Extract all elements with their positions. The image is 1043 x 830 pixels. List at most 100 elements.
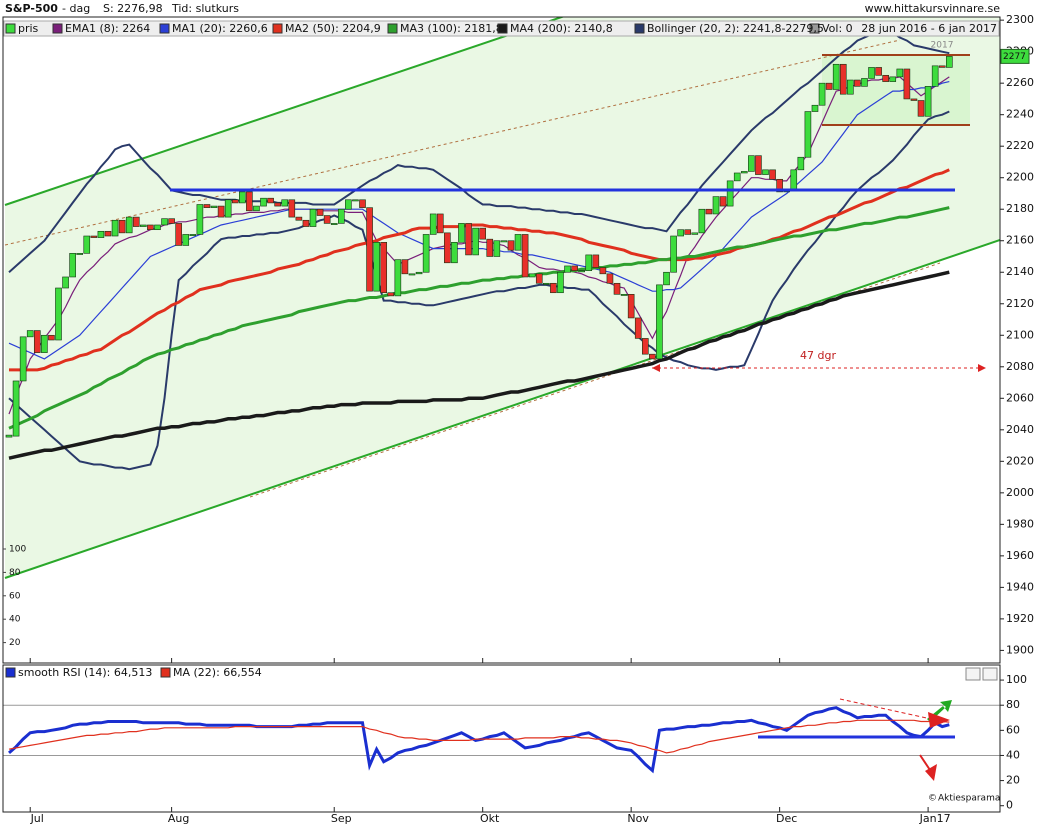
candle bbox=[394, 259, 402, 297]
legend-swatch bbox=[5, 23, 16, 34]
candle bbox=[500, 240, 508, 243]
candle bbox=[620, 294, 628, 296]
candle bbox=[55, 287, 62, 341]
volume-tick-label: 20 bbox=[9, 638, 21, 648]
candle bbox=[726, 180, 734, 207]
legend-label: EMA1 (8): 2264 bbox=[65, 22, 150, 35]
candle bbox=[733, 172, 741, 182]
y-tick-label: 1920 bbox=[1006, 612, 1034, 625]
volume-tick-label: 100 bbox=[9, 545, 26, 555]
candle bbox=[168, 218, 175, 224]
candle bbox=[281, 199, 289, 207]
candle bbox=[295, 216, 303, 221]
candle bbox=[931, 65, 939, 87]
candle bbox=[882, 74, 889, 82]
last-price: S: 2276,98 bbox=[103, 2, 163, 15]
rsi-legend-swatch bbox=[160, 667, 171, 678]
candle bbox=[316, 208, 324, 216]
legend-swatch bbox=[52, 23, 63, 34]
candle bbox=[564, 265, 571, 273]
candle bbox=[267, 197, 274, 204]
candle bbox=[769, 169, 776, 180]
candle bbox=[224, 199, 232, 218]
volume-tick-label: 40 bbox=[9, 615, 21, 625]
legend-label: MA4 (200): 2140,8 bbox=[510, 22, 613, 35]
y-tick-label: 2260 bbox=[1006, 76, 1034, 89]
candle bbox=[387, 292, 395, 297]
volume-legend: Vol: 0 bbox=[822, 22, 853, 35]
candle bbox=[825, 82, 833, 90]
y-tick-label: 1940 bbox=[1006, 580, 1034, 593]
legend-swatch bbox=[634, 23, 645, 34]
candle bbox=[288, 199, 296, 218]
y-tick-label: 2080 bbox=[1006, 360, 1034, 373]
candle bbox=[762, 169, 769, 175]
candle bbox=[705, 208, 713, 215]
y-tick-label: 2300 bbox=[1006, 13, 1034, 26]
y-tick-label: 2180 bbox=[1006, 202, 1034, 215]
chart-subtitle: - dag bbox=[62, 2, 90, 15]
chart-title: S&P-500 bbox=[5, 2, 58, 15]
candle bbox=[896, 68, 904, 78]
candle bbox=[832, 63, 840, 90]
candle bbox=[550, 282, 557, 294]
candle bbox=[528, 273, 536, 278]
y-tick-label: 2220 bbox=[1006, 139, 1034, 152]
candle bbox=[839, 63, 847, 95]
down-arrow-head bbox=[925, 764, 937, 781]
volume-tick-label: 60 bbox=[9, 591, 21, 601]
candle bbox=[797, 156, 805, 171]
candle bbox=[479, 227, 486, 240]
candle bbox=[606, 273, 614, 284]
rsi-panel-border bbox=[2, 664, 1001, 813]
rsi-y-tick-label: 40 bbox=[1006, 748, 1020, 761]
candle bbox=[719, 196, 727, 207]
legend-swatch bbox=[497, 23, 508, 34]
candle bbox=[12, 380, 20, 437]
candle bbox=[535, 273, 543, 284]
candle bbox=[691, 232, 699, 235]
candle bbox=[514, 234, 522, 251]
candle bbox=[507, 240, 515, 251]
y-tick-label: 2240 bbox=[1006, 108, 1034, 121]
candle bbox=[543, 282, 550, 285]
rsi-legend-swatch bbox=[5, 667, 16, 678]
candle bbox=[818, 82, 826, 106]
candle bbox=[69, 253, 76, 278]
candle bbox=[26, 330, 34, 338]
candle bbox=[239, 191, 246, 204]
moving-average-line bbox=[9, 168, 950, 372]
legend-label: MA2 (50): 2204,9 bbox=[285, 22, 381, 35]
candle bbox=[698, 208, 706, 234]
x-tick-label: Jan17 bbox=[919, 812, 951, 825]
x-tick-label: Okt bbox=[480, 812, 500, 825]
y-tick-label: 2000 bbox=[1006, 486, 1034, 499]
zoom-icon bbox=[965, 667, 981, 681]
candle bbox=[274, 202, 281, 207]
zoom-icon bbox=[982, 667, 998, 681]
candle bbox=[260, 197, 267, 207]
y-tick-label: 2140 bbox=[1006, 265, 1034, 278]
candle bbox=[670, 235, 677, 273]
candle bbox=[76, 253, 83, 255]
data-layer bbox=[5, 26, 953, 471]
candle bbox=[641, 338, 649, 355]
rsi-y-tick-label: 20 bbox=[1006, 774, 1020, 787]
legend-swatch bbox=[159, 23, 170, 34]
candle bbox=[712, 196, 720, 215]
candle bbox=[946, 56, 953, 68]
candle bbox=[62, 276, 69, 289]
candle bbox=[571, 265, 578, 271]
candle bbox=[48, 334, 55, 341]
candle bbox=[302, 219, 310, 227]
legend-label: Bollinger (20, 2): 2241,8-2279,5 bbox=[647, 22, 824, 35]
source: www.hittakursvinnare.se bbox=[865, 2, 1001, 15]
candle bbox=[755, 155, 762, 175]
y-tick-label: 2060 bbox=[1006, 391, 1034, 404]
candle bbox=[861, 78, 868, 87]
rsi-trend-line bbox=[839, 698, 946, 723]
candle bbox=[217, 205, 225, 218]
candle bbox=[854, 79, 861, 87]
candle bbox=[5, 434, 13, 438]
